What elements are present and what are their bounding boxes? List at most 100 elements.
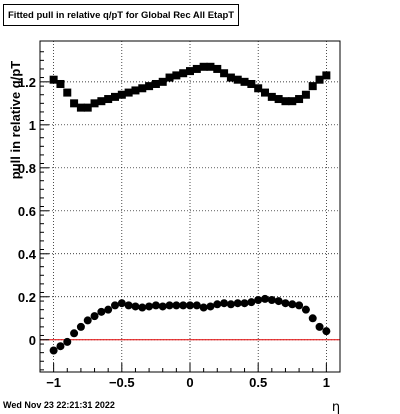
circle-marker (281, 299, 290, 308)
circle-marker (179, 301, 188, 310)
square-marker (186, 67, 194, 76)
square-marker (233, 75, 242, 84)
square-marker (117, 90, 126, 99)
square-marker (83, 103, 92, 112)
circle-marker (158, 302, 167, 311)
square-marker (56, 79, 65, 88)
x-tick-label: 0.5 (249, 375, 267, 390)
timestamp: Wed Nov 23 22:21:31 2022 (3, 400, 115, 410)
circle-marker (226, 300, 235, 309)
y-tick-label: 0.6 (18, 204, 36, 219)
circle-marker (301, 305, 310, 314)
circle-marker (274, 297, 283, 306)
square-marker (179, 69, 188, 78)
square-marker (220, 69, 229, 78)
x-tick-label: −1 (46, 375, 61, 390)
square-marker (226, 73, 235, 82)
square-marker (199, 62, 208, 71)
y-tick-label: 0.8 (18, 161, 36, 176)
circle-marker (261, 294, 269, 303)
circle-marker (172, 301, 181, 310)
x-axis-label: η (332, 400, 340, 414)
data-series (49, 62, 331, 355)
circle-marker (97, 307, 106, 316)
square-marker (165, 73, 174, 82)
square-marker (145, 82, 154, 91)
circle-marker (90, 312, 99, 321)
x-tick-label: −0.5 (109, 375, 135, 390)
circle-marker (192, 301, 201, 310)
circle-marker (111, 301, 119, 310)
circle-marker (295, 301, 304, 310)
square-marker (213, 64, 222, 73)
square-marker (111, 92, 119, 101)
circle-marker (247, 298, 256, 307)
circle-marker (56, 342, 65, 351)
circle-marker (213, 300, 222, 309)
circle-marker (233, 299, 242, 308)
circle-marker (288, 300, 297, 309)
square-marker (151, 79, 160, 88)
circle-marker (220, 299, 229, 308)
square-marker (247, 79, 256, 88)
x-tick-label: 0 (186, 375, 193, 390)
circle-marker (63, 337, 72, 346)
square-marker (315, 75, 324, 84)
square-marker (158, 77, 167, 86)
circle-marker (70, 329, 79, 338)
y-tick-label: 0.4 (18, 247, 37, 262)
square-marker (192, 64, 201, 73)
circle-marker (145, 302, 154, 311)
y-axis-label: pull in relative q/pT (8, 61, 23, 180)
circle-marker (206, 302, 215, 311)
square-marker (70, 99, 79, 108)
square-marker (97, 97, 106, 106)
circle-marker (49, 346, 58, 355)
circle-marker (186, 301, 194, 310)
circle-marker (151, 301, 160, 310)
circle-marker (104, 305, 113, 314)
square-marker (131, 86, 140, 95)
circle-marker (240, 299, 249, 308)
square-marker (261, 88, 269, 97)
x-tick-label: 1 (323, 375, 330, 390)
circle-marker (254, 295, 263, 304)
circle-marker (315, 322, 324, 331)
circle-marker (308, 314, 317, 323)
y-tick-label: 1 (29, 118, 36, 133)
y-tick-label: 0.2 (18, 290, 36, 305)
square-marker (301, 90, 310, 99)
axis-ticks: −1 −0.5 0 0.5 1 0 0.2 0.4 0.6 0.8 1 1.2 (18, 51, 341, 390)
circle-marker (76, 322, 85, 331)
circle-marker (83, 316, 92, 325)
square-marker (281, 97, 290, 106)
square-marker (76, 103, 85, 112)
square-marker (206, 62, 215, 71)
circle-marker (131, 302, 140, 311)
square-marker (138, 84, 147, 93)
y-tick-label: 1.2 (18, 75, 36, 90)
circle-marker (267, 295, 276, 304)
square-marker (322, 71, 331, 80)
circle-marker (117, 299, 126, 308)
circle-marker (138, 303, 147, 312)
circle-marker (199, 303, 208, 312)
square-marker (49, 75, 58, 84)
square-marker (288, 97, 297, 106)
series-2 (49, 294, 331, 355)
square-marker (254, 84, 263, 93)
square-marker (63, 88, 72, 97)
square-marker (240, 77, 249, 86)
circle-marker (124, 301, 133, 310)
square-marker (267, 92, 276, 101)
square-marker (124, 88, 133, 97)
square-marker (90, 99, 99, 108)
chart-title: Fitted pull in relative q/pT for Global … (3, 4, 240, 26)
circle-marker (322, 327, 331, 336)
square-marker (308, 82, 317, 91)
circle-marker (165, 301, 174, 310)
square-marker (295, 95, 304, 104)
series-1 (49, 62, 331, 112)
square-marker (104, 95, 113, 104)
